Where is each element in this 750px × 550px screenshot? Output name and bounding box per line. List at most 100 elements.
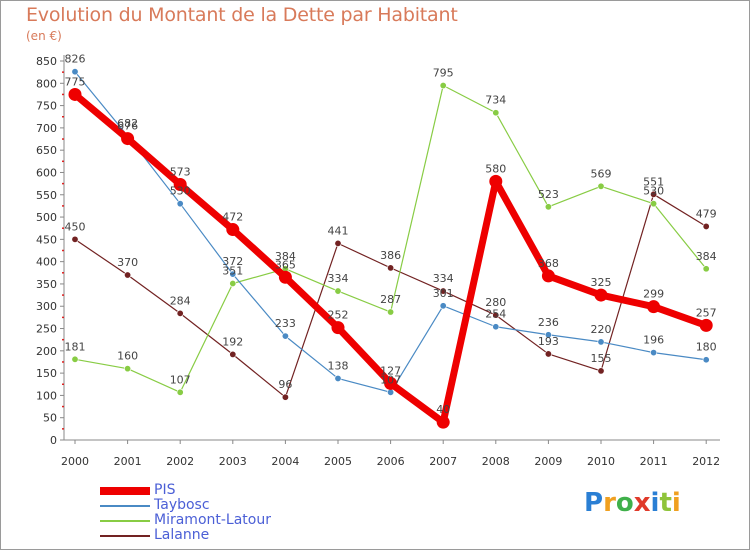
x-tick-label: 2000 xyxy=(61,455,89,468)
data-label: 450 xyxy=(65,220,86,233)
data-label: 193 xyxy=(538,335,559,348)
data-label: 181 xyxy=(65,340,86,353)
data-point xyxy=(702,356,710,364)
x-tick-label: 2010 xyxy=(587,455,615,468)
logo-letter: P xyxy=(584,488,604,518)
data-point xyxy=(281,393,289,401)
data-point xyxy=(439,302,447,310)
data-point xyxy=(334,374,342,382)
logo-letter: i xyxy=(671,488,681,518)
data-point xyxy=(597,182,605,190)
data-label: 676 xyxy=(117,120,138,133)
data-point xyxy=(176,388,184,396)
data-point xyxy=(544,331,552,339)
data-point xyxy=(387,264,395,272)
logo-letter: t xyxy=(659,488,672,518)
data-point xyxy=(436,415,450,429)
data-label: 196 xyxy=(643,334,664,347)
logo-letter: r xyxy=(603,488,616,518)
proxiti-logo: Proxiti xyxy=(584,488,681,518)
y-tick-label: 150 xyxy=(36,367,57,380)
data-point xyxy=(492,311,500,319)
data-label: 384 xyxy=(696,250,717,263)
logo-letter: x xyxy=(633,488,651,518)
data-point xyxy=(173,178,187,192)
y-tick-label: 500 xyxy=(36,211,57,224)
data-label: 180 xyxy=(696,341,717,354)
data-label: 287 xyxy=(380,293,401,306)
data-label: 252 xyxy=(328,309,349,322)
data-label: 127 xyxy=(380,364,401,377)
data-point xyxy=(489,174,503,188)
data-label: 40 xyxy=(436,403,450,416)
data-label: 472 xyxy=(222,211,243,224)
data-label: 365 xyxy=(275,258,296,271)
data-point xyxy=(226,223,240,237)
y-tick-label: 300 xyxy=(36,300,57,313)
data-point xyxy=(176,309,184,317)
data-point xyxy=(68,87,82,101)
data-label: 284 xyxy=(170,294,191,307)
logo-letter: i xyxy=(650,488,660,518)
data-point xyxy=(650,190,658,198)
legend-label: Lalanne xyxy=(154,527,210,543)
x-tick-label: 2005 xyxy=(324,455,352,468)
data-label: 220 xyxy=(591,323,612,336)
data-point xyxy=(597,338,605,346)
data-label: 573 xyxy=(170,166,191,179)
legend-swatch xyxy=(100,505,150,507)
data-point xyxy=(702,265,710,273)
data-point xyxy=(384,376,398,390)
x-tick-label: 2012 xyxy=(692,455,720,468)
data-point xyxy=(278,270,292,284)
data-label: 530 xyxy=(170,185,191,198)
data-point xyxy=(650,200,658,208)
x-tick-label: 2002 xyxy=(166,455,194,468)
data-point xyxy=(229,270,237,278)
y-tick-label: 450 xyxy=(36,233,57,246)
data-point xyxy=(281,332,289,340)
data-label: 299 xyxy=(643,288,664,301)
data-label: 682 xyxy=(117,117,138,130)
data-label: 826 xyxy=(65,53,86,66)
data-point xyxy=(71,68,79,76)
data-point xyxy=(229,350,237,358)
y-tick-label: 250 xyxy=(36,323,57,336)
data-label: 370 xyxy=(117,256,138,269)
data-label: 795 xyxy=(433,67,454,80)
data-label: 160 xyxy=(117,350,138,363)
data-point xyxy=(71,235,79,243)
y-tick-label: 800 xyxy=(36,77,57,90)
series-line-taybosc xyxy=(74,71,707,393)
y-tick-label: 50 xyxy=(43,412,57,425)
data-label: 155 xyxy=(591,352,612,365)
data-label: 523 xyxy=(538,188,559,201)
data-label: 301 xyxy=(433,287,454,300)
data-label: 96 xyxy=(278,378,292,391)
data-label: 233 xyxy=(275,317,296,330)
data-point xyxy=(229,279,237,287)
legend-label: Taybosc xyxy=(154,497,210,513)
data-label: 107 xyxy=(380,373,401,386)
y-tick-label: 350 xyxy=(36,278,57,291)
legend-label: PIS xyxy=(154,482,176,498)
logo-letter: o xyxy=(615,488,634,518)
chart-subtitle: (en €) xyxy=(26,29,62,43)
data-label: 107 xyxy=(170,373,191,386)
data-point xyxy=(121,132,135,146)
legend-label: Miramont-Latour xyxy=(154,512,271,528)
x-tick-label: 2007 xyxy=(429,455,457,468)
data-point xyxy=(541,269,555,283)
data-label: 257 xyxy=(696,306,717,319)
x-tick-label: 2008 xyxy=(482,455,510,468)
data-label: 334 xyxy=(328,272,349,285)
data-point xyxy=(439,287,447,295)
y-tick-label: 200 xyxy=(36,345,57,358)
data-label: 368 xyxy=(538,257,559,270)
data-label: 372 xyxy=(222,255,243,268)
data-label: 386 xyxy=(380,249,401,262)
data-point xyxy=(439,82,447,90)
data-label: 325 xyxy=(591,276,612,289)
y-tick-label: 400 xyxy=(36,256,57,269)
